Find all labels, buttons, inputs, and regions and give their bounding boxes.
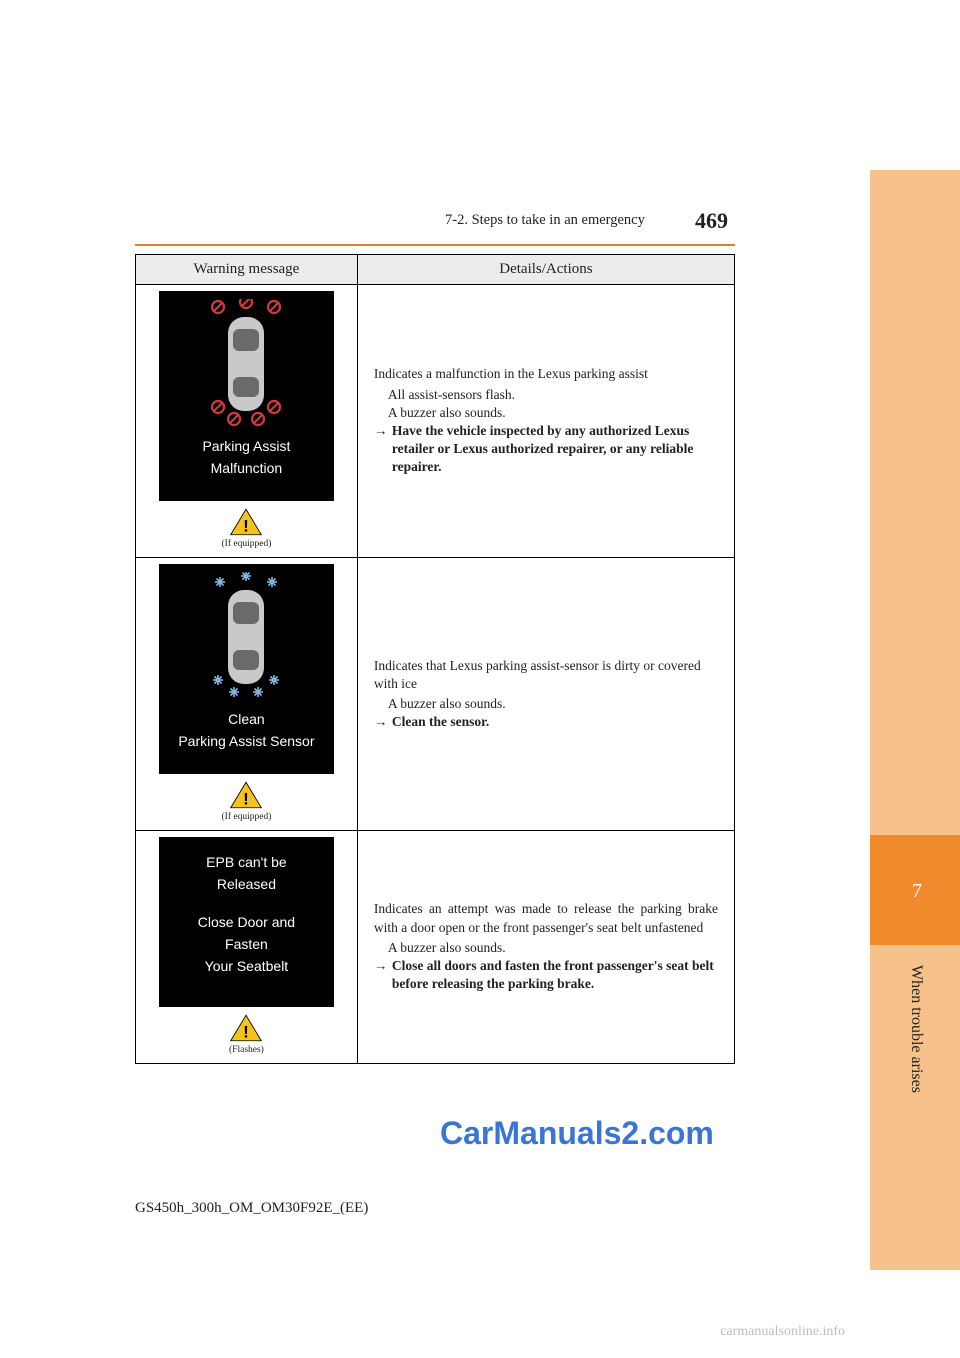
details-sub: A buzzer also sounds.: [374, 939, 718, 957]
dash-screen: Clean Parking Assist Sensor: [159, 564, 334, 774]
details-action: → Have the vehicle inspected by any auth…: [374, 422, 718, 477]
arrow-icon: →: [374, 957, 392, 993]
warning-messages-table: Warning message Details/Actions: [135, 254, 735, 1064]
details-sub: A buzzer also sounds.: [374, 695, 718, 713]
warning-triangle-icon: !: [229, 780, 263, 810]
warning-triangle-icon: !: [229, 1013, 263, 1043]
cell-warning-image: Parking Assist Malfunction ! (If equippe…: [136, 285, 358, 558]
table-header-row: Warning message Details/Actions: [136, 255, 735, 285]
screen-line: Close Door and: [198, 914, 295, 930]
warning-triangle-icon: !: [229, 507, 263, 537]
cell-warning-image: EPB can't be Released Close Door and Fas…: [136, 831, 358, 1064]
cell-details: Indicates a malfunction in the Lexus par…: [357, 285, 734, 558]
dash-screen: EPB can't be Released Close Door and Fas…: [159, 837, 334, 1007]
svg-text:!: !: [244, 789, 250, 808]
side-tab-background: [870, 170, 960, 1270]
cell-details: Indicates an attempt was made to release…: [357, 831, 734, 1064]
cell-warning-image: Clean Parking Assist Sensor ! (If equipp…: [136, 558, 358, 831]
details-action: → Close all doors and fasten the front p…: [374, 957, 718, 993]
screen-line: Your Seatbelt: [205, 958, 289, 974]
details-lead: Indicates an attempt was made to release…: [374, 900, 718, 936]
details-action-text: Close all doors and fasten the front pas…: [392, 957, 718, 993]
details-sub: All assist-sensors flash.: [374, 386, 718, 404]
page-number: 469: [695, 208, 728, 234]
screen-line: Fasten: [225, 936, 268, 952]
screen-line: Malfunction: [211, 460, 283, 476]
screen-line: Parking Assist Sensor: [178, 733, 314, 749]
section-number: 7: [912, 880, 922, 903]
svg-text:!: !: [244, 516, 250, 535]
car-top-view-icon: [186, 572, 306, 702]
screen-note: (Flashes): [140, 1045, 353, 1055]
screen-line: Released: [217, 876, 276, 892]
col-header-warning: Warning message: [136, 255, 358, 285]
section-title: When trouble arises: [907, 965, 925, 1093]
screen-line: Clean: [228, 711, 265, 727]
site-credit: carmanualsonline.info: [720, 1324, 845, 1340]
chapter-path: 7-2. Steps to take in an emergency: [445, 212, 645, 229]
col-header-details: Details/Actions: [357, 255, 734, 285]
screen-line: EPB can't be: [206, 854, 287, 870]
details-sub: A buzzer also sounds.: [374, 404, 718, 422]
dash-screen: Parking Assist Malfunction: [159, 291, 334, 501]
details-lead: Indicates a malfunction in the Lexus par…: [374, 365, 718, 383]
header-rule: [135, 244, 735, 246]
svg-text:!: !: [244, 1022, 250, 1041]
screen-line: Parking Assist: [202, 438, 290, 454]
screen-note: (If equipped): [140, 812, 353, 822]
screen-note: (If equipped): [140, 539, 353, 549]
document-code: GS450h_300h_OM_OM30F92E_(EE): [135, 1200, 368, 1217]
details-lead: Indicates that Lexus parking assist-sens…: [374, 657, 718, 693]
cell-details: Indicates that Lexus parking assist-sens…: [357, 558, 734, 831]
details-action: → Clean the sensor.: [374, 713, 718, 731]
arrow-icon: →: [374, 713, 392, 731]
details-action-text: Have the vehicle inspected by any author…: [392, 422, 718, 477]
details-action-text: Clean the sensor.: [392, 713, 718, 731]
watermark-text: CarManuals2.com: [440, 1115, 714, 1152]
table-row: Parking Assist Malfunction ! (If equippe…: [136, 285, 735, 558]
table-row: Clean Parking Assist Sensor ! (If equipp…: [136, 558, 735, 831]
car-top-view-icon: [186, 299, 306, 429]
arrow-icon: →: [374, 422, 392, 477]
table-row: EPB can't be Released Close Door and Fas…: [136, 831, 735, 1064]
